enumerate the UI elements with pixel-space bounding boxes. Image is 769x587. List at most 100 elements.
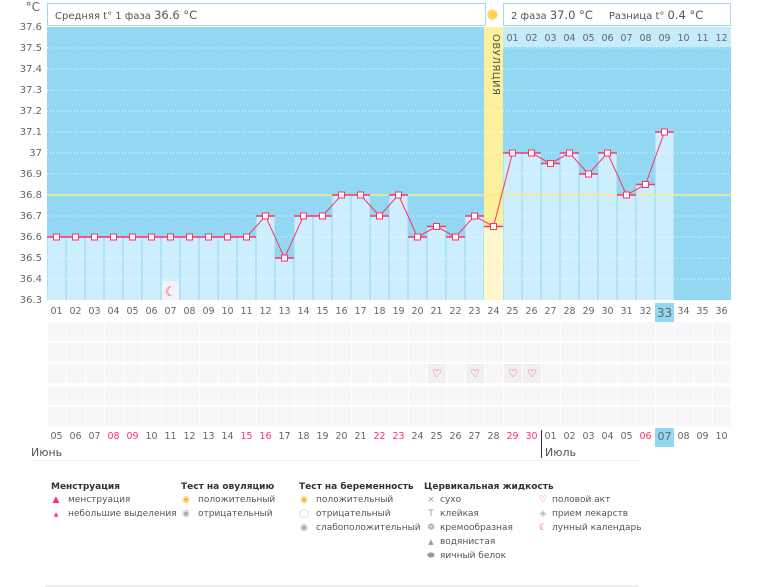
- symptom-cell[interactable]: [105, 364, 123, 383]
- cycle-day-number[interactable]: 32: [639, 306, 652, 317]
- calendar-date[interactable]: 25: [430, 431, 443, 442]
- symptom-cell[interactable]: [542, 322, 560, 341]
- symptom-cell[interactable]: [447, 386, 465, 405]
- symptom-cell[interactable]: [200, 407, 218, 426]
- cycle-day-number[interactable]: 29: [582, 306, 595, 317]
- cycle-day-number[interactable]: 21: [430, 306, 443, 317]
- calendar-date[interactable]: 21: [354, 431, 367, 442]
- symptom-cell[interactable]: [352, 364, 370, 383]
- cycle-day-number[interactable]: 23: [468, 306, 481, 317]
- symptom-cell[interactable]: [390, 364, 408, 383]
- cycle-day-number[interactable]: 10: [221, 306, 234, 317]
- symptom-cell[interactable]: [352, 322, 370, 341]
- cycle-day-number[interactable]: 24: [487, 306, 500, 317]
- cycle-day-number[interactable]: 33: [656, 306, 673, 320]
- symptom-cell[interactable]: [523, 322, 541, 341]
- symptom-cell[interactable]: [67, 343, 85, 362]
- symptom-cell[interactable]: [333, 386, 351, 405]
- symptom-cell[interactable]: [143, 343, 161, 362]
- symptom-cell[interactable]: [105, 343, 123, 362]
- calendar-date[interactable]: 17: [278, 431, 291, 442]
- calendar-date[interactable]: 08: [107, 431, 120, 442]
- calendar-date[interactable]: 07: [655, 428, 674, 447]
- symptom-cell[interactable]: [713, 407, 731, 426]
- symptom-cell[interactable]: [162, 386, 180, 405]
- symptom-cell[interactable]: [713, 322, 731, 341]
- symptom-cell[interactable]: [124, 343, 142, 362]
- calendar-date[interactable]: 05: [50, 431, 63, 442]
- symptom-cell[interactable]: [409, 386, 427, 405]
- cycle-day-number[interactable]: 25: [506, 306, 519, 317]
- symptom-cell[interactable]: [314, 343, 332, 362]
- symptom-cell[interactable]: [124, 364, 142, 383]
- symptom-cell[interactable]: [67, 386, 85, 405]
- symptom-cell[interactable]: [333, 322, 351, 341]
- symptom-cell[interactable]: [694, 343, 712, 362]
- symptom-cell[interactable]: [48, 364, 66, 383]
- symptom-cell[interactable]: [618, 364, 636, 383]
- symptom-cell[interactable]: [542, 407, 560, 426]
- symptom-cell[interactable]: [333, 364, 351, 383]
- symptom-cell[interactable]: [485, 322, 503, 341]
- symptom-cell[interactable]: [675, 407, 693, 426]
- calendar-date[interactable]: 10: [715, 431, 728, 442]
- symptom-cell[interactable]: [371, 364, 389, 383]
- calendar-date[interactable]: 03: [582, 431, 595, 442]
- symptom-cell[interactable]: [295, 322, 313, 341]
- symptom-cell[interactable]: [675, 322, 693, 341]
- symptom-cell[interactable]: [561, 322, 579, 341]
- cycle-day-number[interactable]: 18: [373, 306, 386, 317]
- symptom-cell[interactable]: [276, 343, 294, 362]
- cycle-day-number[interactable]: 28: [563, 306, 576, 317]
- calendar-date[interactable]: 14: [221, 431, 234, 442]
- cycle-day-number[interactable]: 36: [715, 306, 728, 317]
- symptom-cell[interactable]: [295, 343, 313, 362]
- symptom-cell[interactable]: [200, 322, 218, 341]
- cycle-day-number[interactable]: 17: [354, 306, 367, 317]
- cycle-day-number[interactable]: 01: [50, 306, 63, 317]
- symptom-cell[interactable]: [352, 386, 370, 405]
- symptom-cell[interactable]: [143, 322, 161, 341]
- symptom-cell[interactable]: [466, 407, 484, 426]
- cycle-day-number[interactable]: 30: [601, 306, 614, 317]
- symptom-cell[interactable]: [371, 343, 389, 362]
- symptom-cell[interactable]: ♡: [428, 364, 446, 383]
- symptom-cell[interactable]: [694, 407, 712, 426]
- symptom-cell[interactable]: [409, 343, 427, 362]
- symptom-cell[interactable]: [637, 386, 655, 405]
- symptom-cell[interactable]: [447, 407, 465, 426]
- symptom-cell[interactable]: [276, 386, 294, 405]
- calendar-date[interactable]: 24: [411, 431, 424, 442]
- symptom-cell[interactable]: [124, 322, 142, 341]
- symptom-cell[interactable]: [86, 343, 104, 362]
- symptom-cell[interactable]: [314, 322, 332, 341]
- cycle-day-number[interactable]: 31: [620, 306, 633, 317]
- symptom-cell[interactable]: [371, 322, 389, 341]
- symptom-cell[interactable]: [428, 386, 446, 405]
- symptom-cell[interactable]: [48, 407, 66, 426]
- symptom-cell[interactable]: [561, 386, 579, 405]
- symptom-cell[interactable]: [580, 386, 598, 405]
- symptom-cell[interactable]: [485, 364, 503, 383]
- symptom-cell[interactable]: [656, 386, 674, 405]
- symptom-cell[interactable]: [295, 386, 313, 405]
- symptom-cell[interactable]: [105, 386, 123, 405]
- symptom-cell[interactable]: [485, 386, 503, 405]
- symptom-cell[interactable]: [257, 343, 275, 362]
- symptom-cell[interactable]: [542, 343, 560, 362]
- symptom-cell[interactable]: [219, 322, 237, 341]
- symptom-cell[interactable]: [694, 322, 712, 341]
- symptom-cell[interactable]: [200, 343, 218, 362]
- symptom-cell[interactable]: [257, 364, 275, 383]
- symptom-cell[interactable]: [428, 343, 446, 362]
- symptom-cell[interactable]: [143, 364, 161, 383]
- calendar-date[interactable]: 12: [183, 431, 196, 442]
- symptom-cell[interactable]: ♡: [466, 364, 484, 383]
- symptom-cell[interactable]: [181, 364, 199, 383]
- calendar-date[interactable]: 13: [202, 431, 215, 442]
- symptom-cell[interactable]: [637, 343, 655, 362]
- symptom-cell[interactable]: [561, 343, 579, 362]
- calendar-date[interactable]: 07: [88, 431, 101, 442]
- cycle-day-number[interactable]: 03: [88, 306, 101, 317]
- cycle-day-number[interactable]: 19: [392, 306, 405, 317]
